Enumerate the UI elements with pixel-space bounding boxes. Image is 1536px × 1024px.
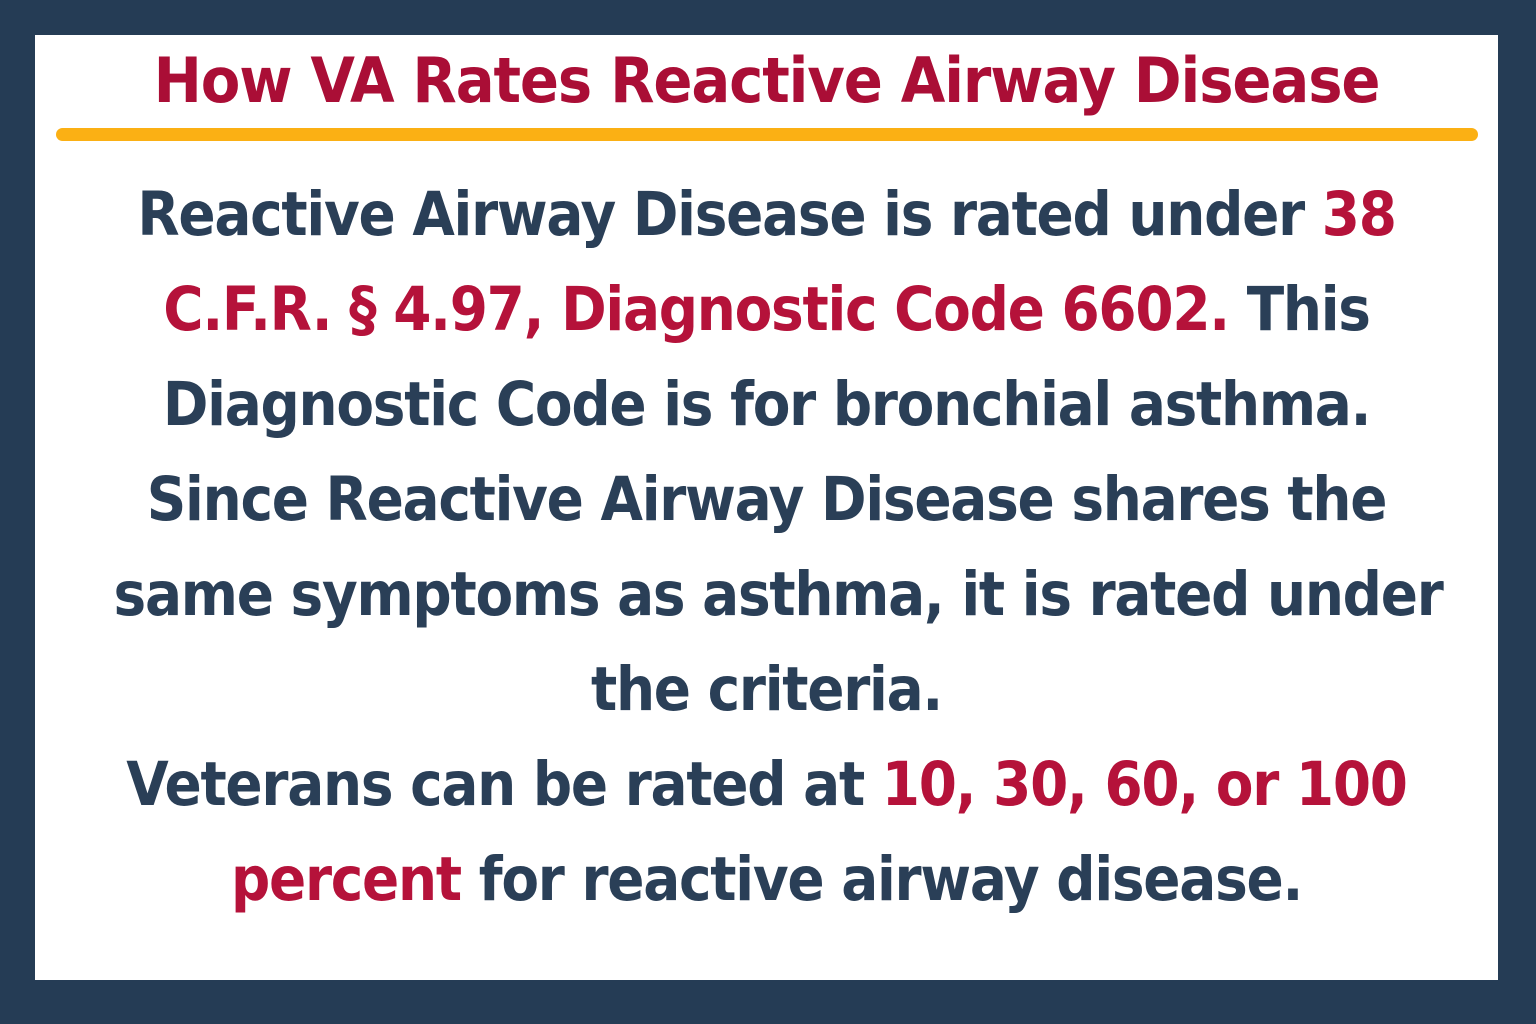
plain-text: for reactive airway disease.: [460, 844, 1304, 916]
body-line-2: C.F.R. § 4.97, Diagnostic Code 6602. Thi…: [114, 262, 1420, 357]
content-card: How VA Rates Reactive Airway Disease Rea…: [35, 35, 1498, 980]
body-line-4: Since Reactive Airway Disease shares the: [114, 452, 1420, 547]
body-line-1: Reactive Airway Disease is rated under 3…: [114, 167, 1420, 262]
plain-text: Diagnostic Code is for bronchial asthma.: [162, 369, 1372, 441]
plain-text: This: [1228, 274, 1371, 346]
body-line-7: Veterans can be rated at 10, 30, 60, or …: [114, 737, 1420, 832]
accent-text: C.F.R. § 4.97, Diagnostic Code 6602.: [163, 274, 1230, 346]
plain-text: same symptoms as asthma, it is rated und…: [113, 559, 1444, 631]
body-line-6: the criteria.: [114, 642, 1420, 737]
body-line-5: same symptoms as asthma, it is rated und…: [114, 547, 1444, 642]
plain-text: Since Reactive Airway Disease shares the: [146, 464, 1388, 536]
title-underline-divider: [55, 128, 1478, 142]
body-line-8: percent for reactive airway disease.: [114, 832, 1420, 927]
plain-text: Veterans can be rated at: [126, 749, 882, 821]
plain-text: the criteria.: [590, 654, 943, 726]
body-paragraph: Reactive Airway Disease is rated under 3…: [108, 141, 1444, 927]
accent-text: percent: [230, 844, 462, 916]
body-line-3: Diagnostic Code is for bronchial asthma.: [114, 357, 1420, 452]
accent-text: 38: [1321, 179, 1397, 251]
page-title: How VA Rates Reactive Airway Disease: [153, 44, 1381, 117]
accent-text: 10, 30, 60, or 100: [881, 749, 1408, 821]
plain-text: Reactive Airway Disease is rated under: [137, 179, 1322, 251]
